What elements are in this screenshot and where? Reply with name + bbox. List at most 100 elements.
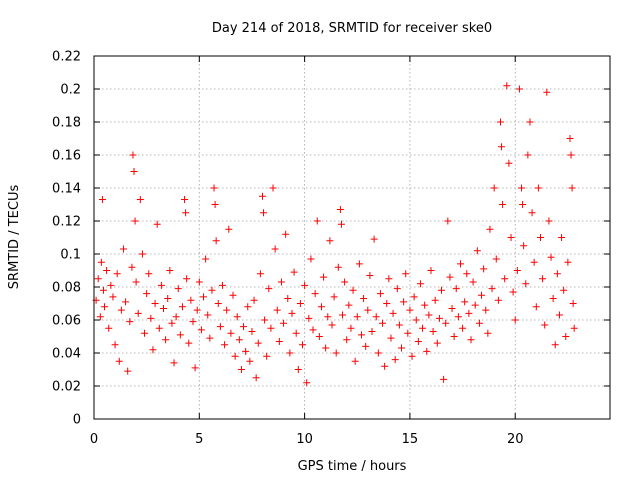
data-point: [520, 242, 528, 250]
data-point: [480, 265, 488, 273]
data-point: [368, 328, 376, 336]
data-point: [419, 324, 427, 332]
data-point: [193, 306, 201, 314]
data-point: [541, 321, 549, 329]
data-point: [473, 247, 481, 255]
data-point: [122, 298, 130, 306]
data-point: [254, 339, 262, 347]
data-point: [132, 278, 140, 286]
data-point: [164, 295, 172, 303]
data-point: [290, 268, 298, 276]
data-point: [568, 184, 576, 192]
data-point: [153, 220, 161, 228]
data-point: [402, 270, 410, 278]
data-point: [105, 324, 113, 332]
data-point: [119, 245, 127, 253]
y-tick-label: 0.1: [60, 248, 81, 263]
data-point: [136, 196, 144, 204]
data-point: [425, 311, 433, 319]
data-point: [170, 359, 178, 367]
data-point: [309, 326, 317, 334]
data-point: [185, 339, 193, 347]
data-point: [526, 118, 534, 126]
data-point: [452, 285, 460, 293]
data-point: [505, 159, 513, 167]
data-point: [519, 201, 527, 208]
data-point: [484, 329, 492, 337]
data-point: [478, 291, 486, 299]
data-point: [429, 328, 437, 336]
data-point: [381, 362, 389, 370]
data-point: [496, 118, 504, 126]
data-point: [182, 209, 190, 217]
data-point: [299, 341, 307, 349]
data-point: [178, 303, 186, 311]
data-point: [126, 318, 134, 326]
data-point: [427, 267, 435, 274]
data-point: [353, 313, 361, 321]
data-point: [410, 293, 418, 301]
x-tick-label: 5: [195, 432, 203, 447]
data-point: [488, 285, 496, 293]
data-point: [214, 300, 222, 307]
data-point: [181, 196, 189, 204]
data-point: [343, 336, 351, 344]
data-point: [530, 258, 538, 266]
data-point: [115, 357, 123, 365]
y-tick-label: 0: [73, 413, 81, 428]
data-point: [240, 323, 248, 331]
data-point: [567, 151, 575, 159]
data-point: [456, 260, 464, 268]
data-point: [107, 281, 115, 289]
data-point: [463, 270, 471, 278]
data-point: [320, 273, 328, 281]
data-point: [362, 342, 370, 350]
data-point: [337, 220, 345, 228]
data-point: [242, 347, 250, 355]
data-point: [187, 296, 195, 304]
data-point: [387, 334, 395, 342]
data-point: [547, 253, 555, 261]
data-point: [157, 281, 165, 289]
data-point: [536, 234, 544, 241]
data-point: [141, 329, 149, 337]
data-point: [324, 313, 332, 321]
data-point: [421, 301, 429, 309]
data-point: [334, 263, 342, 271]
data-point: [263, 352, 271, 360]
data-point: [330, 293, 338, 301]
data-point: [492, 255, 500, 263]
data-point: [522, 280, 530, 288]
data-point: [372, 313, 380, 321]
data-point: [94, 275, 102, 283]
data-point: [282, 230, 290, 238]
data-point: [364, 306, 372, 314]
data-point: [111, 341, 119, 349]
chart-title: Day 214 of 2018, SRMTID for receiver ske…: [212, 21, 492, 36]
data-point: [183, 275, 191, 283]
data-point: [143, 290, 151, 298]
data-point: [400, 298, 408, 306]
data-point: [244, 303, 252, 311]
data-point: [461, 298, 469, 306]
data-point: [543, 88, 551, 96]
data-point: [465, 309, 473, 317]
data-point: [256, 270, 264, 278]
data-point: [408, 352, 416, 360]
data-point: [131, 217, 139, 225]
data-point: [475, 319, 483, 327]
data-point: [558, 234, 566, 241]
data-point: [366, 271, 374, 279]
data-point: [395, 321, 403, 329]
data-point: [218, 281, 226, 289]
data-point: [347, 324, 355, 332]
data-point: [513, 267, 521, 274]
data-point: [128, 263, 136, 271]
data-point: [412, 316, 420, 324]
data-point: [168, 319, 176, 327]
data-point: [315, 333, 323, 340]
data-point: [555, 311, 563, 319]
data-point: [313, 217, 321, 225]
data-point: [231, 352, 239, 360]
